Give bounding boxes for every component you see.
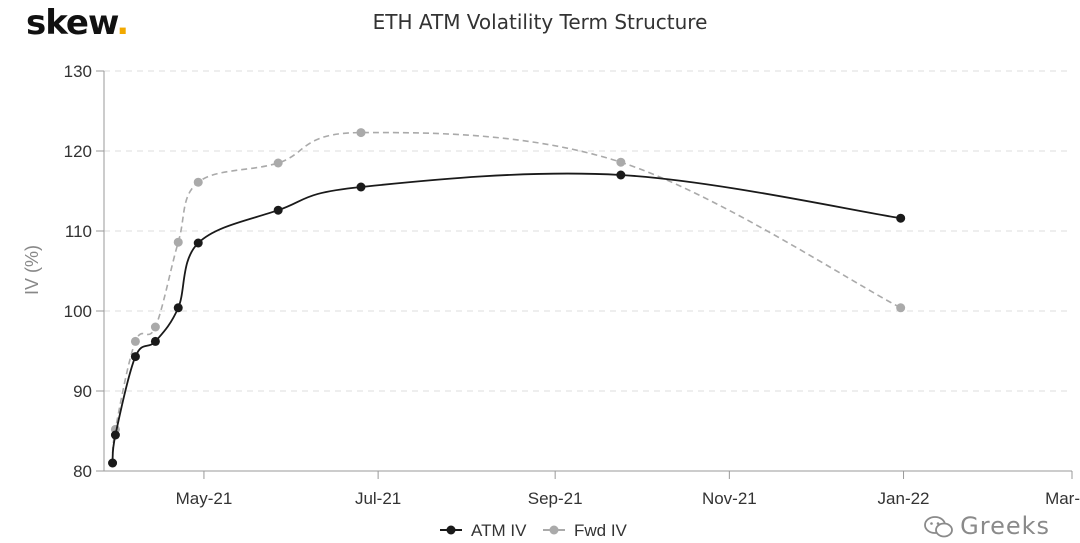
data-point-atm-iv — [896, 213, 906, 223]
watermark: Greeks — [924, 512, 1050, 540]
data-point-atm-iv — [108, 458, 118, 468]
data-point-fwd-iv — [273, 158, 283, 168]
data-point-atm-iv — [173, 303, 183, 313]
data-point-fwd-iv — [616, 157, 626, 167]
y-tick-label: 80 — [73, 462, 92, 481]
legend-marker-atm-iv — [446, 525, 456, 535]
data-point-atm-iv — [193, 238, 203, 248]
watermark-text: Greeks — [960, 512, 1050, 540]
data-point-atm-iv — [273, 205, 283, 215]
data-point-atm-iv — [356, 182, 366, 192]
y-tick-label: 130 — [64, 62, 92, 81]
logo-text: skew — [26, 3, 117, 43]
series-line-atm-iv — [111, 172, 901, 464]
y-tick-label: 110 — [65, 222, 92, 241]
data-point-fwd-iv — [173, 237, 183, 247]
logo-dot: . — [116, 3, 129, 43]
y-tick-label: 100 — [64, 302, 92, 321]
y-tick-label: 120 — [64, 142, 92, 161]
data-point-fwd-iv — [896, 303, 906, 313]
legend-marker-fwd-iv — [549, 525, 559, 535]
skew-logo: skew. — [26, 3, 129, 43]
x-tick-label: Jul-21 — [355, 489, 401, 508]
data-point-fwd-iv — [193, 177, 203, 187]
data-point-fwd-iv — [130, 336, 140, 346]
data-point-atm-iv — [130, 352, 140, 362]
x-tick-label: May-21 — [176, 489, 233, 508]
x-tick-label: Nov-21 — [702, 489, 757, 508]
data-point-fwd-iv — [150, 322, 160, 332]
data-point-atm-iv — [110, 430, 120, 440]
y-tick-label: 90 — [73, 382, 92, 401]
chart-title: ETH ATM Volatility Term Structure — [372, 10, 708, 34]
legend-label-fwd-iv: Fwd IV — [574, 521, 628, 540]
legend-label-atm-iv: ATM IV — [471, 521, 527, 540]
x-tick-label: Sep-21 — [528, 489, 583, 508]
data-point-atm-iv — [616, 170, 626, 180]
y-axis-label: IV (%) — [22, 245, 42, 295]
series-line-fwd-iv — [111, 131, 902, 464]
x-tick-label: Mar-22 — [1045, 489, 1080, 508]
x-tick-label: Jan-22 — [878, 489, 930, 508]
data-point-atm-iv — [150, 336, 160, 346]
wechat-icon — [924, 516, 954, 538]
data-point-fwd-iv — [356, 128, 366, 138]
